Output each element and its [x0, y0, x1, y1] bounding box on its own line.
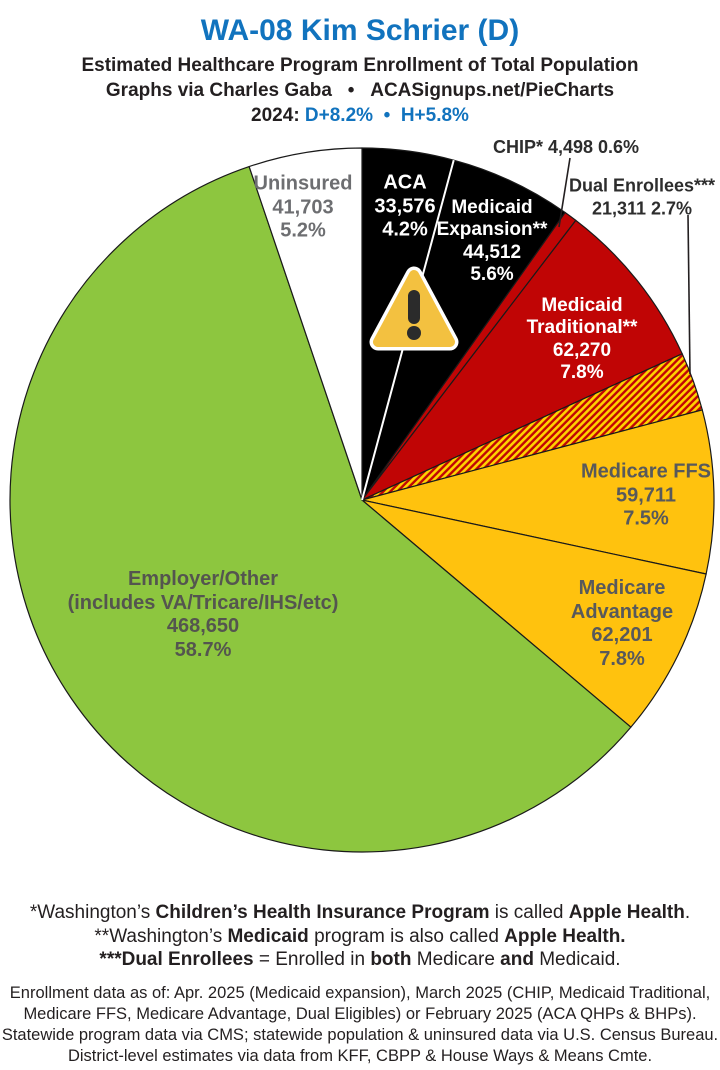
footnote-segment: Medicaid [227, 925, 309, 947]
slice-employer-other [9, 165, 632, 853]
fine-print-line: District-level estimates via data from K… [67, 1046, 653, 1065]
footnote-segment: ***Dual Enrollees [99, 949, 254, 970]
fine-print-line: Medicare FFS, Medicare Advantage, Dual E… [23, 1004, 697, 1023]
footnote-segment: Medicare [411, 949, 501, 970]
pie-chart: ACA 33,576 4.2% Medicaid Expansion** 44,512 5.… [0, 134, 720, 894]
footnote-segment: = Enrolled in [253, 949, 371, 970]
chip-leader-line [558, 157, 571, 228]
footnote-segment: Apple Health. [504, 925, 626, 947]
footnote-segment: . [684, 902, 691, 923]
slice-medicare-advantage [361, 499, 707, 728]
footnote-segment: **Washington’s [94, 925, 228, 947]
partisan-lean-segment: • [373, 105, 401, 126]
footnote-segment: Apple Health [568, 902, 685, 923]
fine-print-line: Statewide program data via CMS; statewid… [1, 1025, 719, 1044]
pie-svg [9, 147, 715, 853]
subtitle-line2: Graphs via Charles Gaba • ACASignups.net… [105, 80, 615, 101]
partisan-lean-segment: D+8.2% [304, 105, 374, 126]
footnote-segment: is called [489, 902, 569, 923]
footnote-line: **Washington’s Medicaid program is also … [0, 925, 720, 949]
footnote-line: ***Dual Enrollees = Enrolled in both Med… [0, 948, 720, 972]
footnote-segment: both [370, 949, 412, 970]
footnote-segment: *Washington’s [29, 902, 156, 923]
footnote-line: *Washington’s Children’s Health Insuranc… [0, 901, 720, 925]
partisan-lean-segment: 2024: [251, 105, 305, 126]
footnotes: *Washington’s Children’s Health Insuranc… [0, 901, 720, 972]
warning-triangle-icon [369, 266, 459, 351]
page-title: WA-08 Kim Schrier (D) [200, 14, 520, 47]
subtitle-2024: 2024: D+8.2% • H+5.8% [0, 103, 720, 128]
partisan-lean-segment: H+5.8% [400, 105, 469, 126]
footnote-segment: Medicaid. [533, 949, 621, 970]
subtitle-line1: Estimated Healthcare Program Enrollment … [81, 55, 639, 76]
footnote-segment: Children’s Health Insurance Program [155, 902, 490, 923]
slice-uninsured [248, 147, 363, 501]
dual-enrollees-leader-line [687, 214, 691, 375]
footnote-segment: and [500, 949, 534, 970]
header: WA-08 Kim Schrier (D) Estimated Healthca… [0, 0, 720, 128]
footnote-segment: program is also called [308, 925, 505, 947]
slice-medicare-ffs [361, 409, 715, 575]
fine-print-source-notes: Enrollment data as of: Apr. 2025 (Medica… [0, 983, 720, 1067]
fine-print-line: Enrollment data as of: Apr. 2025 (Medica… [9, 983, 711, 1002]
slice-medicaid-traditional [361, 219, 683, 501]
